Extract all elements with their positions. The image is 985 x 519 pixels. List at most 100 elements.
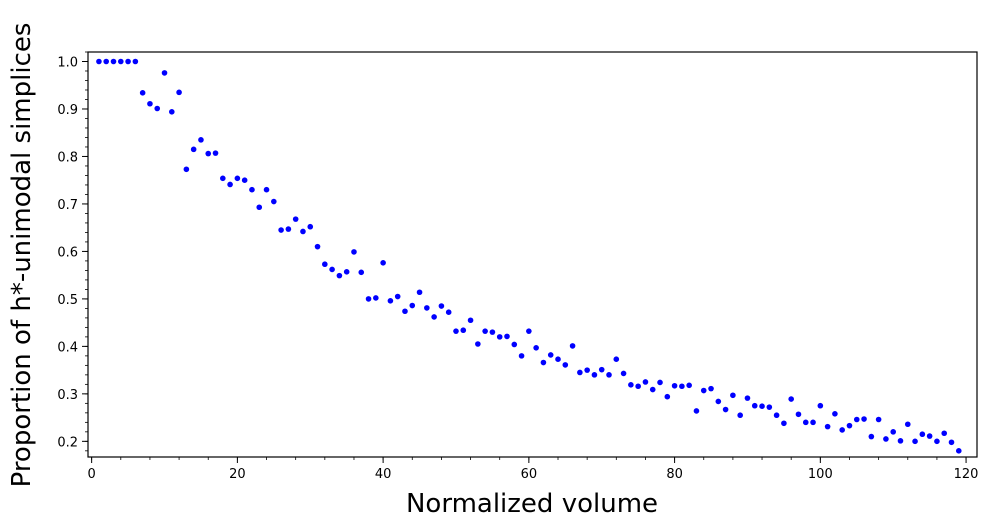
data-point: [168, 109, 175, 115]
data-point: [926, 433, 933, 439]
data-point: [110, 58, 117, 65]
data-point: [285, 226, 292, 232]
data-point: [853, 416, 860, 423]
data-point: [657, 379, 663, 386]
data-point: [409, 302, 416, 309]
data-point: [773, 412, 780, 419]
data-point: [817, 402, 824, 409]
data-point: [569, 343, 576, 349]
x-axis-title: Normalized volume: [406, 489, 658, 519]
data-point: [154, 105, 161, 112]
y-axis-ticks: 0.2 0.3 0.4 0.5 0.6 0.7 0.8 0.9 1.0: [57, 51, 88, 452]
data-point: [139, 90, 146, 96]
y-tick-label: 0.3: [57, 388, 78, 403]
data-point: [460, 327, 467, 334]
data-point: [431, 314, 437, 320]
plot-frame: [87, 51, 978, 458]
data-point: [708, 385, 714, 392]
data-point: [96, 58, 102, 65]
x-tick-label: 60: [521, 467, 538, 482]
data-point: [445, 309, 452, 315]
data-point: [205, 150, 212, 157]
data-point: [759, 403, 765, 409]
data-point: [482, 328, 488, 334]
data-point: [839, 427, 845, 433]
y-tick-label: 0.6: [57, 245, 78, 260]
data-point: [220, 175, 226, 182]
data-point: [795, 411, 802, 418]
x-tick-label: 20: [229, 467, 246, 482]
data-point: [919, 431, 926, 438]
data-point: [547, 352, 554, 358]
data-point: [897, 438, 904, 444]
data-point: [489, 329, 496, 335]
data-point: [190, 146, 197, 153]
data-points: [96, 58, 962, 454]
y-tick-label: 0.2: [57, 435, 78, 450]
data-point: [234, 175, 241, 182]
data-point: [263, 186, 270, 193]
data-point: [336, 272, 343, 279]
data-point: [504, 333, 510, 340]
data-point: [358, 269, 365, 276]
data-point: [256, 204, 263, 211]
data-point: [802, 419, 809, 426]
data-point: [227, 181, 233, 188]
data-point: [934, 438, 940, 445]
data-point: [955, 448, 962, 454]
data-point: [649, 386, 656, 393]
data-point: [562, 362, 569, 368]
x-tick-label: 80: [666, 467, 683, 482]
data-point: [322, 261, 328, 268]
data-point: [744, 395, 751, 401]
data-point: [314, 243, 321, 250]
data-point: [730, 392, 736, 399]
data-point: [540, 359, 547, 366]
data-point: [883, 436, 889, 442]
data-point: [329, 266, 335, 273]
x-tick-label: 40: [375, 467, 392, 482]
data-point: [511, 341, 518, 348]
data-point: [577, 369, 583, 376]
data-point: [300, 228, 306, 235]
data-point: [365, 296, 372, 302]
data-point: [241, 177, 248, 183]
data-point: [161, 70, 168, 76]
x-axis-ticks: 0 20 40 60 80 100 120: [88, 457, 979, 482]
data-point: [526, 328, 532, 334]
data-point: [198, 137, 204, 143]
data-point: [271, 198, 277, 205]
data-point: [606, 372, 612, 378]
data-point: [722, 406, 729, 413]
data-point: [278, 227, 284, 233]
data-point: [788, 396, 794, 402]
data-point: [380, 260, 386, 266]
y-tick-label: 0.4: [57, 340, 78, 355]
data-point: [948, 439, 955, 446]
data-point: [700, 387, 707, 394]
data-point: [613, 356, 620, 362]
data-point: [737, 412, 743, 419]
y-tick-label: 1.0: [57, 55, 78, 70]
data-point: [424, 305, 430, 311]
data-point: [598, 366, 605, 373]
data-point: [555, 356, 561, 362]
data-point: [890, 429, 897, 435]
data-point: [846, 422, 853, 429]
data-point: [249, 186, 255, 193]
data-point: [832, 410, 838, 417]
plot-area: [88, 52, 977, 457]
data-point: [307, 223, 314, 230]
x-tick-label: 0: [88, 467, 96, 482]
data-point: [679, 383, 685, 390]
data-point: [496, 334, 503, 340]
data-point: [518, 353, 525, 359]
data-point: [766, 404, 773, 410]
data-point: [810, 419, 816, 426]
y-tick-label: 0.5: [57, 293, 78, 308]
data-point: [904, 421, 911, 428]
x-tick-label: 120: [954, 467, 979, 482]
data-point: [686, 382, 692, 389]
data-point: [176, 89, 182, 96]
